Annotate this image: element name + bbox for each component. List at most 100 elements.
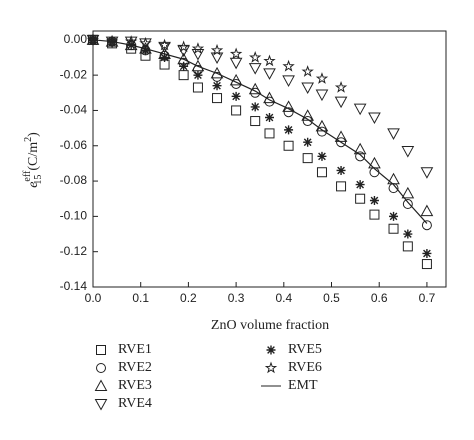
marker-asterisk <box>317 151 327 161</box>
marker-triangle-down <box>353 103 367 116</box>
y-title-sup: eff <box>22 170 33 182</box>
marker-star <box>210 43 224 56</box>
marker-asterisk <box>369 195 379 205</box>
legend-label: EMT <box>288 378 318 393</box>
marker-star <box>177 40 190 53</box>
plot-frame <box>92 30 447 288</box>
y-tick-label: 0.00 <box>64 32 88 46</box>
x-tick-label: 0.5 <box>323 291 340 305</box>
y-tick-label: -0.04 <box>60 103 88 117</box>
x-tick-label: 0.4 <box>275 291 292 305</box>
marker-triangle <box>282 100 295 112</box>
marker-asterisk <box>355 180 365 190</box>
marker-asterisk <box>140 45 150 55</box>
y-title-unit-power: 2 <box>23 137 34 142</box>
marker-triangle-down <box>368 112 381 125</box>
x-tick-label: 0.0 <box>85 291 102 305</box>
marker-asterisk <box>212 81 222 91</box>
marker-triangle-down <box>420 167 434 179</box>
marker-square <box>212 93 223 104</box>
marker-triangle-down <box>248 63 262 75</box>
legend-marker <box>94 399 108 411</box>
x-tick-label: 0.1 <box>132 291 149 305</box>
marker-asterisk <box>160 52 170 62</box>
x-tick-label: 0.3 <box>228 291 245 305</box>
marker-triangle-down <box>387 128 400 140</box>
legend-label: RVE4 <box>118 396 152 411</box>
emt-line <box>92 39 428 224</box>
marker-circle <box>355 151 366 162</box>
marker-asterisk <box>422 248 432 258</box>
marker-asterisk <box>231 91 241 101</box>
y-title-unit: (C/m <box>26 142 41 171</box>
marker-triangle <box>353 142 367 155</box>
marker-square <box>231 105 242 116</box>
marker-star <box>263 54 276 67</box>
marker-star <box>124 35 138 47</box>
marker-star <box>249 50 262 63</box>
marker-triangle <box>229 73 243 86</box>
marker-square <box>302 153 313 164</box>
marker-triangle-down <box>301 82 315 95</box>
marker-asterisk <box>303 137 313 147</box>
marker-square <box>250 116 261 127</box>
marker-star <box>86 33 100 46</box>
marker-triangle <box>315 119 329 132</box>
marker-square <box>421 259 432 270</box>
marker-star <box>315 72 329 84</box>
marker-asterisk <box>403 229 413 239</box>
marker-star <box>282 59 295 72</box>
legend-label: RVE2 <box>118 360 152 375</box>
y-tick-label: -0.12 <box>60 244 88 258</box>
marker-triangle-down <box>263 68 276 80</box>
marker-star <box>301 65 314 77</box>
marker-square <box>336 181 347 192</box>
y-title-sub: 15 <box>33 175 44 185</box>
legend-marker <box>266 345 276 355</box>
marker-circle <box>421 220 432 231</box>
y-title-close: ) <box>26 132 41 137</box>
marker-asterisk <box>336 165 346 175</box>
marker-triangle <box>301 109 315 121</box>
marker-triangle <box>368 156 381 169</box>
legend-marker <box>264 361 278 374</box>
marker-star <box>158 38 171 51</box>
y-axis-title: eeff15 (C/m2) <box>22 132 44 188</box>
marker-triangle <box>248 82 262 95</box>
legend-marker <box>94 379 108 391</box>
marker-asterisk <box>389 211 399 221</box>
marker-triangle-down <box>210 52 224 65</box>
marker-circle <box>283 107 294 118</box>
marker-square <box>192 82 203 93</box>
marker-square <box>388 223 399 234</box>
marker-asterisk <box>193 70 203 80</box>
marker-triangle <box>334 130 348 142</box>
legend-marker <box>96 345 106 355</box>
y-tick-label: -0.06 <box>60 138 88 152</box>
marker-circle <box>402 199 413 210</box>
y-tick-label: -0.10 <box>60 209 88 223</box>
y-tick-label: -0.14 <box>60 279 88 293</box>
marker-circle <box>336 137 347 148</box>
marker-star <box>139 36 152 49</box>
marker-triangle-down <box>315 89 329 102</box>
marker-star <box>334 81 348 93</box>
marker-asterisk <box>250 102 260 112</box>
marker-triangle-down <box>401 146 415 158</box>
y-tick-label: -0.08 <box>60 173 88 187</box>
marker-asterisk <box>179 61 189 71</box>
legend-label: RVE3 <box>118 378 152 393</box>
marker-triangle-down <box>282 75 295 87</box>
legend-label: RVE6 <box>288 360 322 375</box>
marker-triangle <box>420 204 434 217</box>
marker-triangle-down <box>334 96 348 109</box>
marker-square <box>283 140 294 151</box>
x-tick-label: 0.7 <box>419 291 436 305</box>
x-axis-title: ZnO volume fraction <box>211 318 329 333</box>
legend-label: RVE5 <box>288 342 322 357</box>
marker-circle <box>302 116 313 127</box>
marker-asterisk <box>265 113 274 123</box>
marker-asterisk <box>284 125 294 135</box>
marker-star <box>229 47 243 60</box>
